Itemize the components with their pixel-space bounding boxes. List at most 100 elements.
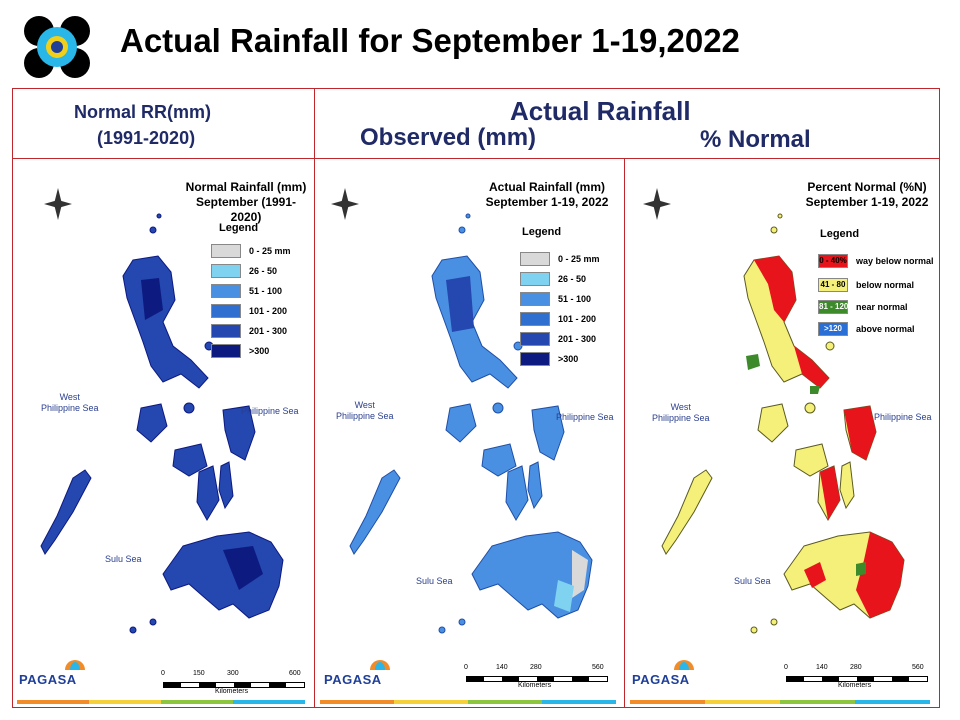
- philippines-map-normal: [40, 213, 284, 634]
- legend-item: 0 - 25 mm: [520, 252, 600, 266]
- compass-rose-icon: [330, 184, 360, 224]
- scale-bar: 0 140 280 560 Kilometers: [784, 664, 928, 694]
- scale-tick: 560: [592, 664, 604, 671]
- legend-title: Legend: [820, 228, 860, 240]
- sea-label-west: West Philippine Sea: [652, 402, 710, 424]
- color-stripe: [705, 700, 780, 704]
- legend-item: 0 - 40% way below normal: [818, 254, 934, 268]
- color-stripe: [233, 700, 305, 704]
- scale-tick: 560: [912, 664, 924, 671]
- legend-swatch: [211, 304, 241, 318]
- header-divider: [12, 158, 940, 159]
- legend-swatch: 0 - 40%: [818, 254, 848, 268]
- legend-label: 26 - 50: [558, 274, 587, 284]
- legend-item: 0 - 25 mm: [211, 244, 291, 258]
- legend-item: 51 - 100: [520, 292, 591, 306]
- legend-label: near normal: [856, 302, 908, 312]
- legend-label: >300: [558, 354, 579, 364]
- legend-swatch: 81 - 120: [818, 300, 848, 314]
- sea-label-line: Philippine Sea: [41, 403, 99, 413]
- legend-label: 101 - 200: [249, 306, 288, 316]
- scale-tick: 140: [816, 664, 828, 671]
- legend-item: 26 - 50: [520, 272, 586, 286]
- legend-swatch: [520, 272, 550, 286]
- legend-item: 26 - 50: [211, 264, 277, 278]
- legend-label: >300: [249, 346, 270, 356]
- sea-label-line: West: [670, 402, 691, 412]
- actual-rainfall-map-panel: Actual Rainfall (mm) September 1-19, 202…: [316, 160, 623, 708]
- color-stripe: [394, 700, 468, 704]
- header-actual-rainfall: Actual Rainfall: [510, 96, 691, 126]
- scale-unit: Kilometers: [215, 688, 249, 695]
- philippines-map-actual: [349, 213, 593, 634]
- legend-label: 51 - 100: [558, 294, 592, 304]
- page-title: Actual Rainfall for September 1-19,2022: [120, 22, 740, 59]
- pagasa-logo-text: PAGASA: [19, 672, 77, 687]
- legend-label: above normal: [856, 324, 915, 334]
- header-observed: Observed (mm): [360, 124, 537, 151]
- sea-label-east: Philippine Sea: [556, 412, 614, 422]
- legend-swatch: [211, 284, 241, 298]
- pagasa-umbrella-icon: [63, 656, 87, 674]
- map-title-normal: Normal Rainfall (mm) September (1991-202…: [181, 180, 311, 225]
- column-divider-2: [624, 158, 625, 708]
- compass-rose-icon: [43, 184, 73, 224]
- legend-title: Legend: [522, 226, 562, 238]
- legend-swatch: [211, 344, 241, 358]
- color-stripe: [855, 700, 930, 704]
- legend-swatch: [211, 324, 241, 338]
- legend-item: 81 - 120 near normal: [818, 300, 908, 314]
- legend-swatch: [520, 332, 550, 346]
- pagasa-umbrella-icon: [368, 656, 392, 674]
- color-stripe: [17, 700, 89, 704]
- legend-item: 101 - 200: [520, 312, 596, 326]
- color-stripe: [89, 700, 161, 704]
- legend-label: way below normal: [856, 256, 934, 266]
- scale-tick: 280: [530, 664, 542, 671]
- map-title-actual: Actual Rainfall (mm) September 1-19, 202…: [482, 180, 612, 210]
- color-stripe: [161, 700, 233, 704]
- legend-label: 0 - 25 mm: [558, 254, 600, 264]
- scale-bar: 0 140 280 560 Kilometers: [464, 664, 608, 694]
- scale-tick: 0: [464, 664, 468, 671]
- map-title-line1: Normal Rainfall (mm): [185, 180, 307, 194]
- scale-tick: 0: [161, 670, 165, 677]
- sea-label-south: Sulu Sea: [105, 554, 142, 564]
- scale-tick: 280: [850, 664, 862, 671]
- legend-swatch: [211, 244, 241, 258]
- header-normal-line2: (1991-2020): [97, 128, 196, 148]
- sea-label-line: Philippine Sea: [336, 411, 394, 421]
- legend-swatch: 41 - 80: [818, 278, 848, 292]
- color-stripe: [542, 700, 616, 704]
- table-frame: [12, 88, 940, 708]
- sea-label-line: Philippine Sea: [652, 413, 710, 423]
- scale-tick: 150: [193, 670, 205, 677]
- legend-item: 101 - 200: [211, 304, 287, 318]
- legend-label: 201 - 300: [249, 326, 288, 336]
- color-stripe: [468, 700, 542, 704]
- legend-label: 101 - 200: [558, 314, 597, 324]
- color-stripe: [320, 700, 394, 704]
- legend-swatch: [520, 252, 550, 266]
- compass-rose-icon: [642, 184, 672, 224]
- dost-seal-logo: [22, 14, 92, 80]
- legend-label: below normal: [856, 280, 915, 290]
- legend-title: Legend: [219, 222, 259, 234]
- sea-label-west: West Philippine Sea: [336, 400, 394, 422]
- legend-label: 0 - 25 mm: [249, 246, 291, 256]
- legend-item: 201 - 300: [211, 324, 287, 338]
- pagasa-umbrella-icon: [672, 656, 696, 674]
- map-title-line2: September (1991-2020): [195, 195, 297, 224]
- map-title-line1: Percent Normal (%N): [807, 180, 927, 194]
- sea-label-east: Philippine Sea: [241, 406, 299, 416]
- scale-bar: 0 150 300 600 Kilometers: [161, 670, 305, 700]
- sea-label-east: Philippine Sea: [874, 412, 932, 422]
- legend-item: 51 - 100: [211, 284, 282, 298]
- legend-swatch: [211, 264, 241, 278]
- sea-label-line: West: [354, 400, 375, 410]
- header-normal-line1: Normal RR(mm): [74, 102, 212, 122]
- sea-label-south: Sulu Sea: [416, 576, 453, 586]
- map-title-line2: September 1-19, 2022: [485, 195, 609, 209]
- legend-swatch: [520, 352, 550, 366]
- pagasa-logo-text: PAGASA: [324, 672, 382, 687]
